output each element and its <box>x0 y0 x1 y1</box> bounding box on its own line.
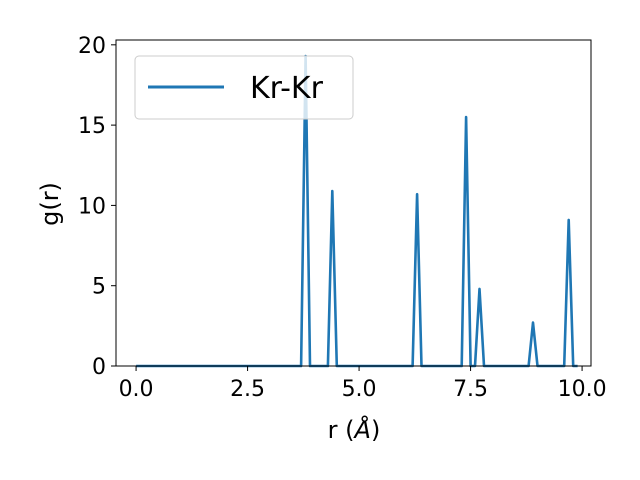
x-axis-label: r (Å) <box>328 415 381 444</box>
x-tick-label: 7.5 <box>453 377 488 402</box>
axes-frame <box>115 39 592 367</box>
x-tick-label: 5.0 <box>342 377 377 402</box>
x-tick-label: 2.5 <box>230 377 265 402</box>
y-tick-label: 20 <box>78 34 106 59</box>
legend: Kr-Kr <box>134 55 354 120</box>
y-tick-label: 15 <box>78 114 106 139</box>
axis-ticks: 0.0 2.5 5.0 7.5 10.0 0 5 10 15 20 <box>78 34 607 402</box>
x-tick-label: 0.0 <box>119 377 154 402</box>
legend-label-kr-kr: Kr-Kr <box>250 71 324 106</box>
y-tick-label: 0 <box>92 355 106 380</box>
y-axis-label: g(r) <box>36 182 64 226</box>
y-tick-label: 5 <box>92 275 106 300</box>
legend-box <box>134 55 354 120</box>
x-tick-label: 10.0 <box>558 377 607 402</box>
y-tick-label: 10 <box>78 194 106 219</box>
